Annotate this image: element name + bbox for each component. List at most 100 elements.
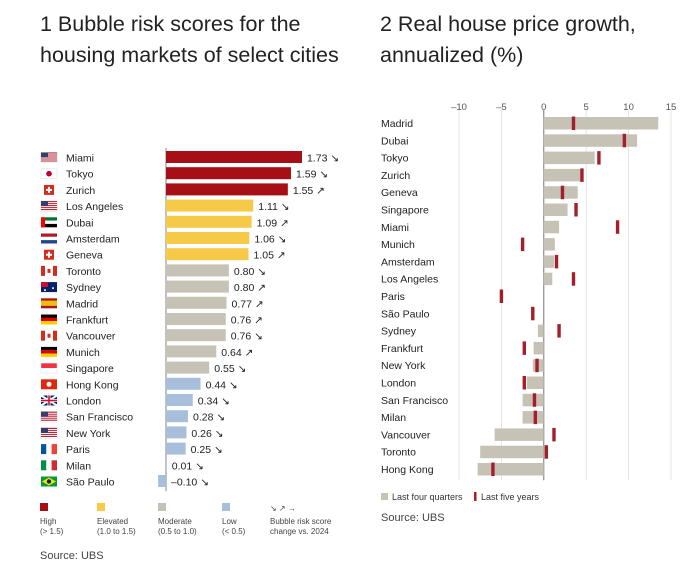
- chart1-city-label: Milan: [66, 460, 91, 472]
- chart1-row: San Francisco 0.28 ↘: [40, 410, 225, 424]
- chart1-bar: [166, 458, 167, 471]
- chart2-city-label: Toronto: [381, 447, 416, 459]
- chart1-bar: [166, 280, 229, 293]
- chart2-city-label: Madrid: [381, 118, 413, 130]
- flag-jp-icon: [40, 168, 58, 179]
- chart2-marker-five-years: [535, 358, 539, 373]
- chart1-legend-swatch: [40, 503, 48, 511]
- chart1-value-label: 0.80 ↗: [234, 282, 266, 294]
- chart2-city-label: Los Angeles: [381, 274, 438, 286]
- flag-nl-icon: [41, 233, 57, 244]
- chart2-city-label: Frankfurt: [381, 343, 423, 355]
- chart2-city-label: Vancouver: [381, 429, 431, 441]
- chart1-bar: [166, 264, 229, 277]
- chart1-legend-range: (1.0 to 1.5): [97, 527, 136, 536]
- chart1-row: Vancouver 0.76 ↘: [41, 329, 263, 343]
- chart2-bar-four-quarters: [543, 151, 595, 165]
- chart1-bar: [166, 296, 227, 309]
- chart1-row: Munich 0.64 ↗: [41, 345, 253, 359]
- chart1-legend-range: (> 1.5): [40, 527, 64, 536]
- chart1-value-label: 1.59 ↘: [296, 169, 328, 181]
- chart1-legend-range: change vs. 2024: [270, 527, 329, 536]
- chart1-legend-item: Elevated(1.0 to 1.5): [97, 503, 136, 536]
- chart1-row: Tokyo 1.59 ↘: [40, 167, 328, 181]
- chart1-city-label: New York: [66, 428, 111, 440]
- chart1-legend-range: (< 0.5): [222, 527, 246, 536]
- chart1-bar: [166, 442, 186, 455]
- chart2-city-label: Zurich: [381, 170, 410, 182]
- chart2-row: Munich: [381, 237, 555, 252]
- chart1-value-label: 0.64 ↗: [221, 347, 253, 359]
- chart1-value-label: 1.05 ↗: [254, 250, 286, 262]
- chart1-row: Frankfurt 0.76 ↗: [41, 313, 263, 327]
- chart2-bar-four-quarters: [543, 117, 659, 130]
- flag-ae-icon: [41, 217, 57, 228]
- chart2-bar-four-quarters: [533, 341, 544, 355]
- chart2-bar-four-quarters: [537, 324, 544, 338]
- chart1-row: Zurich 1.55 ↗: [44, 183, 325, 197]
- chart2-city-label: São Paulo: [381, 308, 430, 320]
- chart1-city-label: Hong Kong: [66, 379, 119, 391]
- chart1-row: São Paulo –0.10 ↘: [41, 475, 209, 489]
- chart1-row: Paris 0.25 ↘: [41, 442, 223, 456]
- chart1-city-label: Geneva: [66, 250, 103, 262]
- chart1-value-label: 1.06 ↘: [254, 234, 286, 246]
- chart2-marker-five-years: [560, 185, 565, 200]
- chart2-marker-five-years: [580, 168, 584, 182]
- chart2-marker-five-years: [520, 237, 525, 252]
- chart2-city-label: Hong Kong: [381, 464, 434, 476]
- flag-de-icon: [41, 314, 57, 325]
- chart1-row: London 0.34 ↘: [40, 394, 230, 408]
- chart2-marker-five-years: [622, 133, 627, 148]
- chart1-legend-swatch: [158, 503, 166, 511]
- chart1-legend-item: Moderate(0.5 to 1.0): [158, 503, 197, 536]
- chart1-bar: [166, 377, 201, 390]
- flag-us-icon: [40, 200, 58, 212]
- chart2-legend-swatch: [381, 493, 388, 500]
- chart1-city-label: Sydney: [66, 282, 102, 294]
- chart2-marker-five-years: [522, 341, 526, 355]
- chart1-row: Geneva 1.05 ↗: [44, 248, 286, 262]
- chart1-row: New York 0.26 ↘: [40, 426, 224, 440]
- chart2-city-label: New York: [381, 360, 426, 372]
- chart1-legend-swatch: [222, 503, 230, 511]
- chart2-row: Paris: [381, 289, 504, 303]
- chart1-row: Madrid 0.77 ↗: [41, 296, 264, 310]
- chart2-tick-label: –10: [451, 102, 467, 113]
- chart1-city-label: Amsterdam: [66, 234, 120, 246]
- flag-br-icon: [41, 476, 57, 487]
- chart1-row: Milan 0.01 ↘: [41, 458, 204, 472]
- flag-fr-icon: [41, 444, 57, 455]
- chart1-row: Sydney 0.80 ↗: [41, 280, 266, 294]
- chart1-city-label: Munich: [66, 347, 100, 359]
- chart2-bar-four-quarters: [543, 238, 555, 251]
- chart2-city-label: London: [381, 378, 416, 390]
- chart2-title: 2 Real house price growth, annualized (%…: [380, 12, 636, 67]
- chart1-city-label: Miami: [66, 153, 94, 165]
- chart2-tick-label: 15: [666, 102, 677, 113]
- chart2-source: Source: UBS: [381, 512, 445, 524]
- chart1-value-label: 1.09 ↗: [257, 217, 289, 229]
- chart1-bar: [166, 248, 249, 261]
- chart2-city-label: Miami: [381, 222, 409, 234]
- flag-us-icon: [40, 427, 58, 439]
- chart2-marker-five-years: [571, 116, 576, 130]
- chart2-row: Amsterdam: [381, 254, 559, 269]
- flag-de-icon: [41, 346, 57, 357]
- chart2-row: Frankfurt: [381, 341, 544, 355]
- chart2-marker-five-years: [531, 306, 535, 321]
- chart1-legend-swatch: [97, 503, 105, 511]
- chart2-bar-four-quarters: [543, 272, 553, 286]
- chart1-value-label: 0.76 ↗: [231, 315, 263, 327]
- chart1-title: 1 Bubble risk scores for the housing mar…: [40, 12, 339, 67]
- chart1-legend-item: High(> 1.5): [40, 503, 64, 536]
- chart2-bar-four-quarters: [543, 168, 582, 182]
- chart2-row: Dubai: [381, 133, 638, 148]
- chart2-marker-five-years: [522, 376, 526, 390]
- chart2-bar-four-quarters: [494, 428, 544, 441]
- chart2-marker-five-years: [574, 203, 578, 217]
- chart1-value-label: 0.26 ↘: [191, 428, 223, 440]
- chart1-city-label: London: [66, 396, 101, 408]
- chart1-city-label: Madrid: [66, 298, 98, 310]
